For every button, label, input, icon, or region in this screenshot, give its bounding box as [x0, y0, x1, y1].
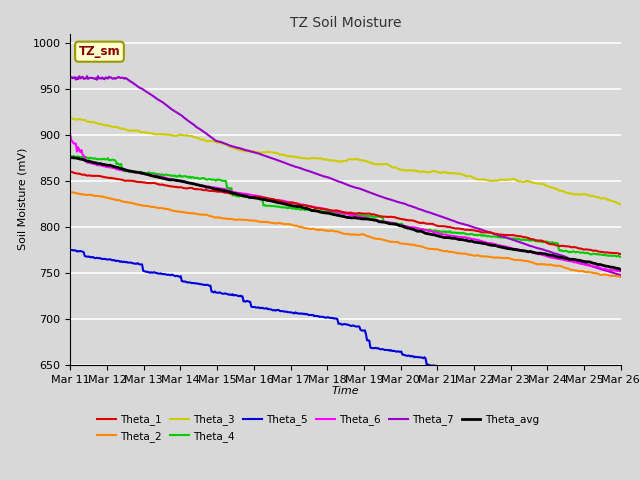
Theta_6 — [67, 133, 74, 139]
Theta_5 — [394, 348, 402, 354]
Theta_avg — [617, 267, 625, 273]
X-axis label: Time: Time — [332, 386, 360, 396]
Theta_2 — [518, 257, 525, 263]
Theta_avg — [519, 248, 527, 254]
Theta_5 — [604, 399, 611, 405]
Theta_3 — [518, 179, 525, 184]
Theta_6 — [364, 216, 372, 221]
Theta_4 — [67, 153, 74, 159]
Theta_avg — [329, 211, 337, 217]
Theta_3 — [332, 158, 339, 164]
Theta_3 — [617, 202, 625, 207]
Theta_4 — [70, 153, 77, 159]
Theta_4 — [605, 253, 612, 259]
Theta_6 — [518, 247, 525, 253]
Theta_5 — [616, 402, 623, 408]
Theta_4 — [332, 209, 340, 215]
Theta_6 — [604, 267, 611, 273]
Theta_1 — [617, 251, 625, 257]
Theta_5 — [328, 315, 335, 321]
Theta_avg — [68, 155, 76, 160]
Theta_avg — [365, 216, 373, 222]
Line: Theta_5: Theta_5 — [70, 250, 621, 405]
Theta_1 — [332, 208, 339, 214]
Theta_6 — [394, 222, 402, 228]
Theta_2 — [67, 189, 74, 195]
Theta_avg — [332, 212, 340, 218]
Theta_7 — [365, 189, 373, 195]
Theta_1 — [604, 250, 611, 255]
Theta_7 — [67, 75, 74, 81]
Theta_7 — [396, 200, 403, 205]
Theta_avg — [67, 155, 74, 161]
Theta_5 — [332, 315, 339, 321]
Line: Theta_7: Theta_7 — [70, 76, 621, 275]
Title: TZ Soil Moisture: TZ Soil Moisture — [290, 16, 401, 30]
Legend: Theta_1, Theta_2, Theta_3, Theta_4, Theta_5, Theta_6, Theta_7, Theta_avg: Theta_1, Theta_2, Theta_3, Theta_4, Thet… — [93, 410, 543, 446]
Theta_5 — [518, 375, 525, 381]
Theta_4 — [519, 237, 527, 243]
Theta_1 — [518, 234, 525, 240]
Theta_1 — [394, 215, 402, 221]
Theta_6 — [332, 208, 339, 214]
Theta_7 — [617, 272, 625, 278]
Theta_5 — [617, 401, 625, 407]
Line: Theta_1: Theta_1 — [70, 171, 621, 254]
Theta_avg — [605, 264, 612, 269]
Theta_1 — [328, 208, 335, 214]
Theta_2 — [364, 233, 372, 239]
Theta_7 — [519, 240, 527, 246]
Theta_2 — [332, 228, 339, 234]
Line: Theta_3: Theta_3 — [70, 117, 621, 204]
Theta_1 — [67, 168, 74, 174]
Theta_2 — [394, 239, 402, 245]
Y-axis label: Soil Moisture (mV): Soil Moisture (mV) — [17, 148, 27, 251]
Theta_2 — [617, 274, 625, 280]
Theta_3 — [67, 114, 74, 120]
Theta_5 — [364, 337, 372, 343]
Line: Theta_4: Theta_4 — [70, 156, 621, 257]
Theta_3 — [394, 166, 402, 171]
Theta_3 — [604, 197, 611, 203]
Theta_7 — [94, 73, 102, 79]
Line: Theta_2: Theta_2 — [70, 192, 621, 277]
Theta_4 — [617, 254, 625, 260]
Theta_4 — [329, 209, 337, 215]
Theta_6 — [328, 208, 335, 214]
Theta_2 — [328, 228, 335, 234]
Theta_3 — [328, 157, 335, 163]
Theta_4 — [365, 213, 373, 218]
Text: TZ_sm: TZ_sm — [79, 45, 120, 58]
Theta_3 — [364, 159, 372, 165]
Theta_7 — [332, 178, 340, 183]
Theta_4 — [396, 221, 403, 227]
Line: Theta_avg: Theta_avg — [70, 157, 621, 270]
Theta_6 — [617, 268, 625, 274]
Theta_1 — [364, 211, 372, 216]
Theta_7 — [329, 176, 337, 182]
Theta_avg — [396, 223, 403, 228]
Theta_2 — [604, 272, 611, 278]
Theta_5 — [67, 247, 74, 253]
Theta_7 — [605, 268, 612, 274]
Line: Theta_6: Theta_6 — [70, 136, 621, 271]
